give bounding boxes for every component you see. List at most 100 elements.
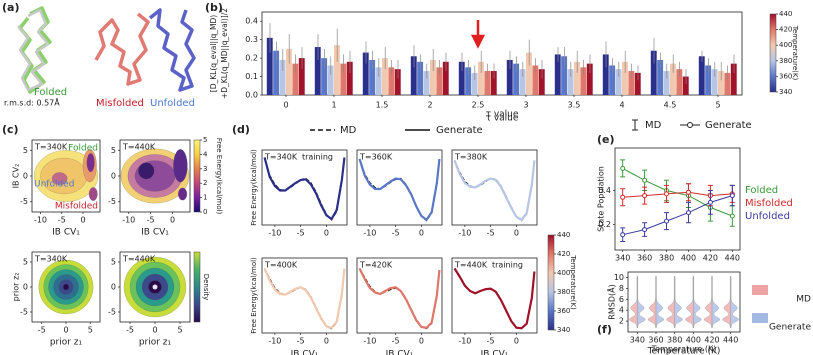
violin-half: [704, 276, 713, 328]
colorbar-tick-label: 360: [557, 307, 570, 315]
colorbar-tick-label: 420: [557, 250, 570, 258]
highlight-arrow: [470, 20, 486, 49]
legend-label: Generate: [436, 125, 483, 136]
plot-frame: [261, 257, 348, 334]
y-tick-label: 0: [23, 172, 28, 181]
panel-note: training: [302, 153, 333, 162]
bar: [327, 65, 334, 95]
point: [620, 232, 626, 238]
y-tick-label: 4: [619, 306, 624, 315]
point: [664, 191, 670, 197]
bar: [711, 69, 718, 95]
bar: [410, 56, 417, 95]
bar: [382, 58, 388, 95]
x-tick-label: 2.5: [472, 101, 485, 110]
density-region: [178, 187, 188, 201]
bar: [286, 48, 292, 95]
x-tick-label: 4.5: [664, 101, 677, 110]
generate-line: [263, 157, 346, 221]
panel-title: T=400K: [264, 261, 298, 270]
x-tick-label: -10: [34, 216, 47, 225]
bar: [705, 65, 712, 95]
bar: [346, 61, 353, 95]
point: [664, 218, 670, 224]
x-tick-label: 5: [177, 326, 182, 335]
x-tick-label: 360: [637, 254, 652, 263]
x-tick-label: -10: [268, 337, 281, 346]
bar: [340, 63, 347, 95]
colorbar-tick-label: 380: [779, 57, 792, 65]
x-tick-label: 0: [80, 216, 85, 225]
density-region: [88, 187, 98, 201]
series-line: [622, 167, 733, 217]
violin-half: [655, 276, 664, 328]
panel-title: T=340K: [34, 255, 68, 264]
violin-half: [648, 276, 657, 328]
structure-misfolded: [94, 12, 150, 86]
x-tick-label: 0: [419, 337, 424, 346]
x-tick-label: 440: [725, 254, 740, 263]
violin-half: [711, 276, 720, 328]
rmsd-label: r.m.s.d: 0.57Å: [4, 97, 60, 108]
panel-title: T=440K: [454, 261, 488, 270]
structure-unfolded: [148, 8, 196, 92]
x-tick-label: -10: [268, 229, 281, 238]
x-tick-label: -10: [122, 216, 135, 225]
bar: [417, 61, 424, 95]
colorbar: [193, 251, 201, 323]
violin-half: [674, 276, 683, 328]
point: [707, 199, 713, 205]
x-tick-label: -5: [392, 337, 400, 346]
bar: [634, 72, 641, 95]
legend-label: MD: [340, 125, 357, 136]
y-tick-label: 10: [614, 273, 624, 282]
bar: [670, 63, 676, 95]
x-tick-label: 2: [427, 101, 432, 110]
state-annotation: Misfolded: [55, 202, 98, 212]
x-axis-label: τ value: [486, 110, 519, 120]
bar: [730, 63, 737, 95]
bar: [478, 61, 484, 95]
colorbar-tick-label: 5: [203, 136, 207, 144]
legend-label: MD: [645, 120, 662, 131]
panel-title: T=420K: [359, 261, 393, 270]
point: [642, 177, 648, 183]
md-line: [358, 268, 441, 330]
series-line: [622, 191, 733, 198]
series-label: Folded: [745, 185, 778, 196]
generate-line: [453, 160, 536, 222]
legend-label: MD: [796, 295, 811, 305]
plot-frame: [356, 257, 443, 334]
folded-label: Folded: [34, 87, 67, 98]
bar: [362, 52, 369, 95]
series-label: Unfolded: [745, 211, 790, 222]
bar: [622, 61, 628, 95]
x-tick-label: 4: [619, 101, 624, 110]
bar: [609, 65, 616, 95]
colorbar-tick-label: 3: [203, 165, 207, 173]
generate-line: [453, 267, 536, 330]
y-axis-label: prior z₂: [12, 273, 21, 302]
density-region: [152, 284, 158, 290]
bar: [458, 61, 465, 95]
y-axis-label: Free Energy(kcal/mol): [250, 149, 258, 226]
point: [642, 227, 648, 233]
violin-half: [637, 276, 646, 328]
x-tick-label: 420: [704, 336, 719, 345]
x-tick-label: -5: [147, 216, 155, 225]
colorbar-label: Density: [202, 274, 210, 301]
bar: [657, 59, 664, 95]
x-tick-label: 0: [324, 229, 329, 238]
bar: [676, 69, 683, 95]
y-tick-label: 2: [619, 317, 624, 326]
panel-title: T=380K: [454, 153, 488, 162]
state-annotation: Folded: [68, 144, 98, 154]
panel-title: T=340K: [34, 143, 68, 152]
violin-half: [730, 276, 739, 328]
panel-label: (d): [232, 123, 250, 136]
x-axis-label: IB CV₁: [386, 350, 414, 355]
x-axis-label: IB CV₁: [52, 228, 80, 238]
colorbar-tick-label: 400: [557, 269, 570, 277]
y-tick-label: 5: [111, 258, 116, 267]
bar: [724, 72, 731, 95]
